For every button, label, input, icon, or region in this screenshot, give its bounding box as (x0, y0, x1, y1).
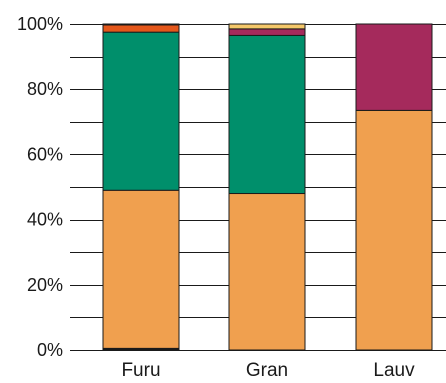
bar-segment (355, 23, 433, 111)
bar-segment (228, 28, 306, 36)
x-category-label: Gran (246, 360, 288, 381)
bar-segment (228, 34, 306, 195)
bar-segment (355, 109, 433, 351)
y-tick-label: 20% (27, 275, 63, 295)
bar-segment (102, 24, 180, 33)
y-tick-label: 0% (37, 340, 63, 360)
bar-segment (228, 193, 306, 351)
y-tick-label: 100% (17, 14, 63, 34)
y-tick-label: 40% (27, 210, 63, 230)
bars (102, 23, 433, 351)
bar-segment (228, 23, 306, 30)
x-category-label: Lauv (373, 360, 415, 381)
bar-segment (102, 31, 180, 191)
y-tick-label: 60% (27, 144, 63, 164)
y-tick-label: 80% (27, 79, 63, 99)
x-category-label: Furu (121, 360, 160, 381)
y-axis-tick-labels: 0% 20% 40% 60% 80% 100% (17, 14, 63, 360)
x-axis-category-labels: Furu Gran Lauv (121, 360, 415, 381)
bar-segment (102, 189, 180, 349)
bar-segment (102, 23, 180, 26)
